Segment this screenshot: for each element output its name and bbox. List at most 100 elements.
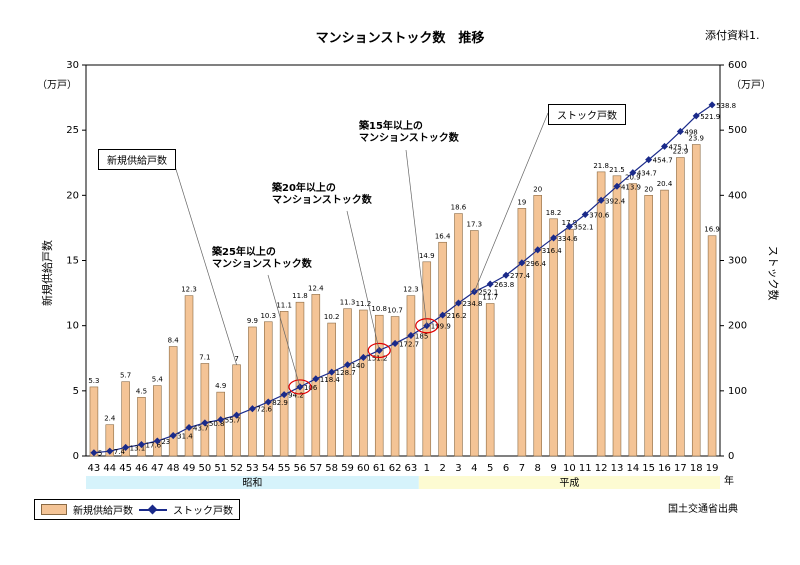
supply-bar <box>295 301 305 457</box>
supply-bar-label: 10.2 <box>324 313 340 321</box>
supply-bar <box>406 295 416 457</box>
era-band-heisei <box>418 476 720 489</box>
new-supply-pointer-line <box>173 162 237 365</box>
stock-point <box>565 223 573 231</box>
age20-callout-line1: 築20年以上の <box>272 183 336 194</box>
age15-pointer-line <box>405 149 428 326</box>
stock-point-label: 128.7 <box>336 369 356 377</box>
supply-bar-label: 11.3 <box>340 299 356 307</box>
stock-point-label: 334.6 <box>558 235 579 243</box>
stock-line <box>93 104 713 454</box>
stock-point <box>518 259 526 267</box>
supply-bar <box>137 397 146 457</box>
stock-point-label: 50.8 <box>209 420 225 428</box>
supply-bar <box>105 424 115 457</box>
supply-bar-label: 5.3 <box>88 377 99 385</box>
left-axis-label: 新規供給戸数 <box>41 240 54 306</box>
supply-bar <box>343 308 352 457</box>
stock-point-label: 17.6 <box>145 442 161 450</box>
x-tick-label: 52 <box>230 463 243 474</box>
stock-point <box>248 405 256 413</box>
stock-point-label: 475.1 <box>669 143 689 151</box>
age25-callout-line1: 築25年以上の <box>212 247 276 258</box>
x-tick-label: 7 <box>519 463 525 474</box>
source-note: 国土交通省出典 <box>668 504 738 515</box>
supply-bar <box>89 386 99 457</box>
stock-point <box>645 156 653 164</box>
stock-point <box>122 443 130 451</box>
stock-point-label: 234.8 <box>462 300 482 308</box>
stock-point <box>391 339 399 347</box>
stock-point-label: 370.6 <box>589 211 610 219</box>
supply-bar <box>612 175 622 457</box>
stock-point <box>454 299 463 307</box>
stock-point-label: 140 <box>352 362 365 370</box>
stock-point-label: 185 <box>415 332 428 340</box>
supply-bar <box>707 235 717 457</box>
stock-point <box>153 437 161 445</box>
stock-point <box>312 375 320 383</box>
supply-bar-label: 12.3 <box>403 286 419 294</box>
supply-bar-label: 18.2 <box>546 209 562 217</box>
supply-bar <box>676 157 685 457</box>
stock-point <box>534 246 542 254</box>
x-tick-label: 48 <box>167 463 180 474</box>
x-tick-label: 60 <box>357 463 370 474</box>
x-tick-label: 17 <box>674 463 687 474</box>
stock-point-label: 7.4 <box>114 448 126 456</box>
x-tick-label: 54 <box>262 463 275 474</box>
supply-bar-label: 23.9 <box>688 135 704 143</box>
stock-point <box>217 416 225 424</box>
supply-bar-label: 18.6 <box>451 204 467 212</box>
stock-point-label: 454.7 <box>653 157 673 165</box>
supply-bar <box>374 314 384 457</box>
highlight-circle <box>415 318 439 334</box>
right-axis-label: ストック数 <box>766 245 780 301</box>
x-tick-label: 51 <box>214 463 227 474</box>
supply-bar <box>470 230 479 457</box>
supply-bar <box>517 208 527 457</box>
x-tick-label: 6 <box>503 463 509 474</box>
age15-callout: 築15年以上の マンションストック数 <box>359 121 459 145</box>
stock-point-label: 72.6 <box>256 406 272 414</box>
x-tick-label: 1 <box>424 463 430 474</box>
supply-bar-label: 20 <box>644 185 653 193</box>
supply-bar-label: 22.9 <box>673 148 689 156</box>
stock-point-label: 31.4 <box>177 433 193 441</box>
legend-box: 新規供給戸数 ストック戸数 <box>34 499 240 520</box>
age25-callout: 築25年以上の マンションストック数 <box>212 247 312 271</box>
right-tick-label: 300 <box>728 256 747 267</box>
x-tick-label: 4 <box>471 463 477 474</box>
supply-bar-label: 5.7 <box>120 372 131 380</box>
supply-bar-label: 10.7 <box>387 307 403 315</box>
x-tick-label: 50 <box>199 463 212 474</box>
x-tick-label: 12 <box>595 463 608 474</box>
left-tick-label: 10 <box>66 321 79 332</box>
supply-bar-label: 17.3 <box>467 221 483 229</box>
legend-bar-label: 新規供給戸数 <box>73 506 133 517</box>
x-tick-label: 59 <box>341 463 354 474</box>
stock-point <box>343 361 352 369</box>
supply-bar <box>660 189 669 457</box>
stock-point <box>581 210 589 219</box>
era-label-showa: 昭和 <box>242 477 262 489</box>
supply-bar <box>248 326 257 457</box>
right-tick-label: 0 <box>728 451 734 462</box>
supply-bar <box>121 381 130 457</box>
stock-point-label: 216.2 <box>447 312 467 320</box>
x-tick-label: 61 <box>373 463 386 474</box>
right-tick-label: 600 <box>728 60 747 71</box>
stock-point <box>486 280 494 288</box>
supply-bar-label: 16.4 <box>435 232 451 240</box>
supply-bar <box>549 218 558 457</box>
x-tick-label: 14 <box>626 463 639 474</box>
supply-bar-label: 21.8 <box>593 162 609 170</box>
right-tick-label: 200 <box>728 321 747 332</box>
supply-bar <box>232 364 241 457</box>
age15-callout-line2: マンションストック数 <box>359 133 459 144</box>
stock-point <box>90 449 98 457</box>
x-tick-label: 55 <box>278 463 291 474</box>
supply-bar-label: 5.4 <box>152 376 164 384</box>
x-tick-label: 44 <box>103 463 116 474</box>
